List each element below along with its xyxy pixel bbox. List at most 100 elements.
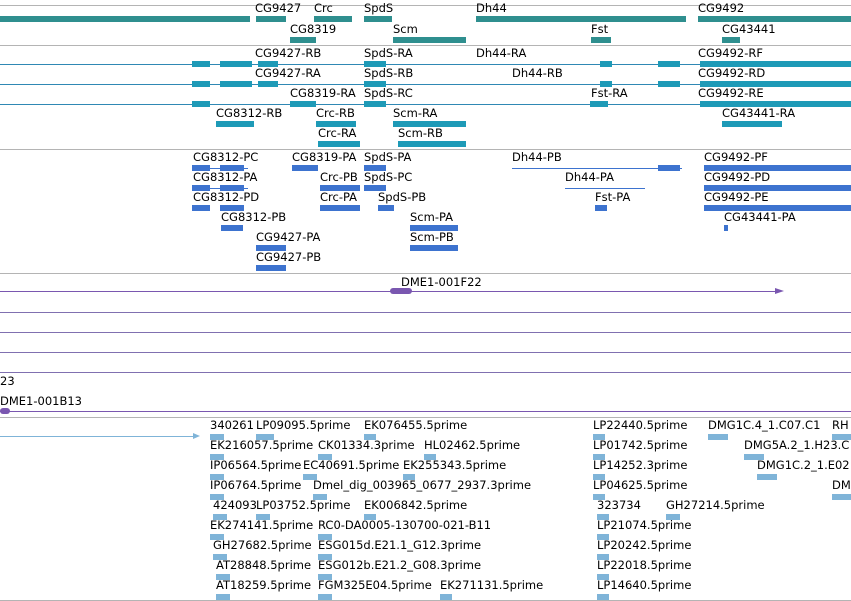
est-glyph[interactable] (593, 434, 605, 440)
exon-glyph[interactable] (220, 61, 252, 67)
gene-cg43441-glyph[interactable] (722, 37, 740, 43)
exon-glyph[interactable] (658, 81, 680, 87)
exon-glyph[interactable] (700, 81, 851, 87)
exon-glyph[interactable] (220, 165, 244, 171)
est-glyph[interactable] (213, 554, 227, 560)
exon-glyph[interactable] (256, 245, 286, 251)
exon-glyph[interactable] (192, 61, 210, 67)
est-glyph[interactable] (666, 514, 680, 520)
est-glyph[interactable] (210, 454, 224, 460)
est-glyph[interactable] (403, 474, 415, 480)
exon-glyph[interactable] (192, 185, 210, 191)
exon-glyph[interactable] (600, 81, 612, 87)
exon-glyph[interactable] (320, 185, 360, 191)
exon-glyph[interactable] (258, 81, 278, 87)
gene-scm-glyph[interactable] (393, 37, 466, 43)
exon-glyph[interactable] (318, 141, 360, 147)
exon-glyph[interactable] (364, 101, 386, 107)
exon-glyph[interactable] (364, 81, 386, 87)
exon-glyph[interactable] (221, 225, 243, 231)
est-glyph[interactable] (216, 574, 230, 580)
est-glyph[interactable] (708, 434, 728, 440)
est-glyph[interactable] (364, 514, 376, 520)
exon-glyph[interactable] (364, 185, 386, 191)
exon-glyph[interactable] (700, 101, 851, 107)
est-glyph[interactable] (303, 474, 317, 480)
est-glyph[interactable] (318, 574, 332, 580)
est-glyph[interactable] (744, 454, 764, 460)
clone-glyph[interactable] (390, 288, 412, 294)
est-glyph[interactable] (832, 434, 851, 440)
est-glyph[interactable] (210, 534, 224, 540)
est-glyph[interactable] (424, 454, 436, 460)
exon-glyph[interactable] (316, 121, 356, 127)
est-glyph[interactable] (256, 434, 274, 440)
clone-glyph[interactable] (0, 408, 10, 414)
exon-glyph[interactable] (292, 165, 318, 171)
exon-glyph[interactable] (320, 205, 360, 211)
exon-glyph[interactable] (393, 121, 466, 127)
est-glyph[interactable] (364, 434, 376, 440)
exon-glyph[interactable] (724, 225, 728, 231)
exon-glyph[interactable] (658, 61, 680, 67)
exon-glyph[interactable] (192, 101, 210, 107)
est-glyph[interactable] (593, 454, 605, 460)
est-label: EK255343.5prime (403, 458, 507, 472)
est-glyph[interactable] (318, 534, 332, 540)
gene-cg8319-glyph[interactable] (290, 37, 316, 43)
exon-glyph[interactable] (704, 165, 851, 171)
track-separator (0, 149, 851, 150)
gene-spds-glyph[interactable] (364, 16, 392, 22)
est-glyph[interactable] (593, 474, 605, 480)
est-glyph[interactable] (757, 474, 777, 480)
exon-glyph[interactable] (722, 121, 782, 127)
exon-glyph[interactable] (600, 61, 612, 67)
est-glyph[interactable] (256, 514, 270, 520)
est-glyph[interactable] (216, 594, 230, 600)
est-glyph[interactable] (318, 454, 332, 460)
exon-glyph[interactable] (220, 185, 244, 191)
est-glyph[interactable] (213, 514, 227, 520)
exon-glyph[interactable] (700, 61, 851, 67)
exon-glyph[interactable] (398, 141, 466, 147)
gene-dh44-glyph[interactable] (476, 16, 686, 22)
gene-cg9492-glyph[interactable] (698, 16, 851, 22)
est-glyph[interactable] (318, 554, 332, 560)
est-glyph[interactable] (313, 494, 327, 500)
exon-glyph[interactable] (216, 121, 254, 127)
est-glyph[interactable] (210, 474, 224, 480)
exon-glyph[interactable] (192, 165, 210, 171)
est-glyph[interactable] (210, 434, 224, 440)
gene-crc-glyph[interactable] (314, 16, 352, 22)
est-glyph[interactable] (597, 554, 609, 560)
gene-cg9427-glyph[interactable] (0, 16, 250, 22)
est-glyph[interactable] (597, 574, 609, 580)
est-glyph[interactable] (597, 534, 609, 540)
exon-glyph[interactable] (378, 205, 394, 211)
exon-glyph[interactable] (364, 165, 386, 171)
gene-cg9427-small-glyph[interactable] (256, 16, 286, 22)
exon-glyph[interactable] (258, 61, 278, 67)
est-glyph[interactable] (318, 594, 332, 600)
exon-glyph[interactable] (256, 265, 286, 271)
exon-glyph[interactable] (192, 81, 210, 87)
gene-fst-glyph[interactable] (591, 37, 611, 43)
exon-glyph[interactable] (220, 81, 252, 87)
exon-glyph[interactable] (364, 61, 386, 67)
exon-glyph[interactable] (410, 245, 458, 251)
exon-glyph[interactable] (192, 205, 210, 211)
exon-glyph[interactable] (220, 205, 244, 211)
exon-glyph[interactable] (658, 165, 680, 171)
exon-glyph[interactable] (595, 205, 607, 211)
est-glyph[interactable] (440, 594, 452, 600)
est-glyph[interactable] (593, 494, 605, 500)
est-glyph[interactable] (832, 494, 851, 500)
exon-glyph[interactable] (704, 185, 851, 191)
exon-glyph[interactable] (704, 205, 851, 211)
est-glyph[interactable] (597, 514, 609, 520)
est-glyph[interactable] (597, 594, 609, 600)
exon-glyph[interactable] (290, 101, 316, 107)
exon-glyph[interactable] (590, 101, 608, 107)
exon-glyph[interactable] (410, 225, 458, 231)
est-glyph[interactable] (210, 494, 224, 500)
